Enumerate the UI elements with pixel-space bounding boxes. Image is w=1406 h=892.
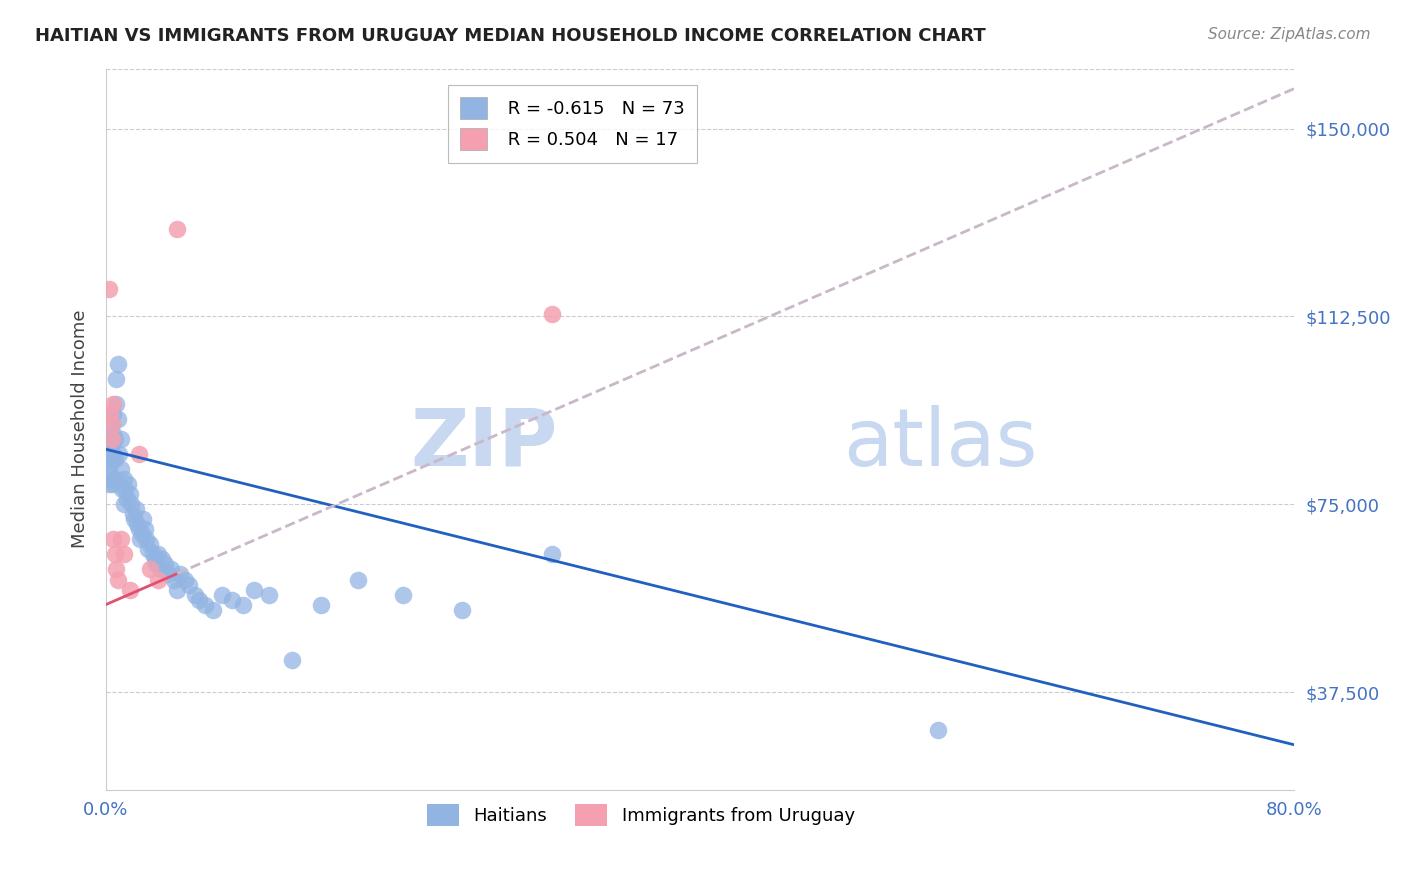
Point bbox=[118, 487, 141, 501]
Point bbox=[155, 558, 177, 572]
Point bbox=[136, 542, 159, 557]
Point bbox=[177, 577, 200, 591]
Point bbox=[160, 562, 183, 576]
Point bbox=[128, 447, 150, 461]
Point bbox=[188, 592, 211, 607]
Point bbox=[105, 397, 128, 411]
Point bbox=[124, 502, 146, 516]
Point bbox=[540, 548, 562, 562]
Point bbox=[540, 307, 562, 321]
Point bbox=[221, 592, 243, 607]
Point bbox=[112, 548, 135, 562]
Point bbox=[121, 508, 143, 522]
Point bbox=[98, 447, 121, 461]
Point bbox=[117, 477, 139, 491]
Point bbox=[118, 582, 141, 597]
Point bbox=[108, 447, 131, 461]
Point bbox=[166, 222, 188, 236]
Point bbox=[134, 523, 156, 537]
Point bbox=[127, 517, 149, 532]
Point bbox=[120, 497, 142, 511]
Point bbox=[101, 437, 124, 451]
Point bbox=[114, 483, 136, 497]
Point bbox=[112, 497, 135, 511]
Point bbox=[142, 548, 165, 562]
Point bbox=[157, 567, 180, 582]
Point bbox=[98, 407, 121, 421]
Point bbox=[169, 567, 191, 582]
Text: ZIP: ZIP bbox=[411, 405, 558, 483]
Point bbox=[132, 512, 155, 526]
Point bbox=[139, 537, 162, 551]
Point bbox=[110, 432, 132, 446]
Point bbox=[163, 573, 186, 587]
Point bbox=[101, 417, 124, 432]
Point bbox=[103, 407, 125, 421]
Point bbox=[131, 527, 153, 541]
Point bbox=[112, 472, 135, 486]
Point bbox=[101, 472, 124, 486]
Point bbox=[146, 573, 169, 587]
Point bbox=[103, 447, 125, 461]
Point bbox=[103, 427, 125, 442]
Point bbox=[101, 452, 124, 467]
Point bbox=[166, 582, 188, 597]
Point bbox=[98, 432, 121, 446]
Point bbox=[451, 602, 474, 616]
Point bbox=[243, 582, 266, 597]
Point bbox=[232, 598, 254, 612]
Point bbox=[311, 598, 333, 612]
Point bbox=[103, 397, 125, 411]
Point bbox=[105, 372, 128, 386]
Point bbox=[107, 573, 129, 587]
Point bbox=[129, 533, 152, 547]
Point bbox=[111, 483, 134, 497]
Point bbox=[280, 653, 302, 667]
Point bbox=[104, 452, 127, 467]
Point bbox=[97, 462, 120, 476]
Point bbox=[201, 602, 224, 616]
Legend: Haitians, Immigrants from Uruguay: Haitians, Immigrants from Uruguay bbox=[418, 795, 863, 835]
Point bbox=[143, 552, 166, 566]
Point bbox=[392, 588, 415, 602]
Point bbox=[194, 598, 217, 612]
Point bbox=[103, 477, 125, 491]
Point bbox=[107, 357, 129, 371]
Point bbox=[110, 533, 132, 547]
Point bbox=[149, 562, 172, 576]
Point bbox=[150, 552, 173, 566]
Point bbox=[259, 588, 281, 602]
Point bbox=[173, 573, 195, 587]
Point bbox=[97, 477, 120, 491]
Point bbox=[107, 412, 129, 426]
Y-axis label: Median Household Income: Median Household Income bbox=[72, 310, 89, 549]
Point bbox=[97, 282, 120, 296]
Point bbox=[101, 417, 124, 432]
Text: atlas: atlas bbox=[842, 405, 1038, 483]
Point bbox=[145, 558, 167, 572]
Point bbox=[122, 512, 145, 526]
Point bbox=[927, 723, 949, 737]
Point bbox=[211, 588, 233, 602]
Point bbox=[115, 492, 138, 507]
Point bbox=[101, 432, 124, 446]
Point bbox=[98, 457, 121, 471]
Point bbox=[104, 548, 127, 562]
Text: Source: ZipAtlas.com: Source: ZipAtlas.com bbox=[1208, 27, 1371, 42]
Text: HAITIAN VS IMMIGRANTS FROM URUGUAY MEDIAN HOUSEHOLD INCOME CORRELATION CHART: HAITIAN VS IMMIGRANTS FROM URUGUAY MEDIA… bbox=[35, 27, 986, 45]
Point bbox=[104, 432, 127, 446]
Point bbox=[347, 573, 370, 587]
Point bbox=[184, 588, 207, 602]
Point bbox=[105, 562, 128, 576]
Point bbox=[110, 462, 132, 476]
Point bbox=[104, 472, 127, 486]
Point bbox=[146, 548, 169, 562]
Point bbox=[128, 523, 150, 537]
Point bbox=[139, 562, 162, 576]
Point bbox=[103, 533, 125, 547]
Point bbox=[135, 533, 157, 547]
